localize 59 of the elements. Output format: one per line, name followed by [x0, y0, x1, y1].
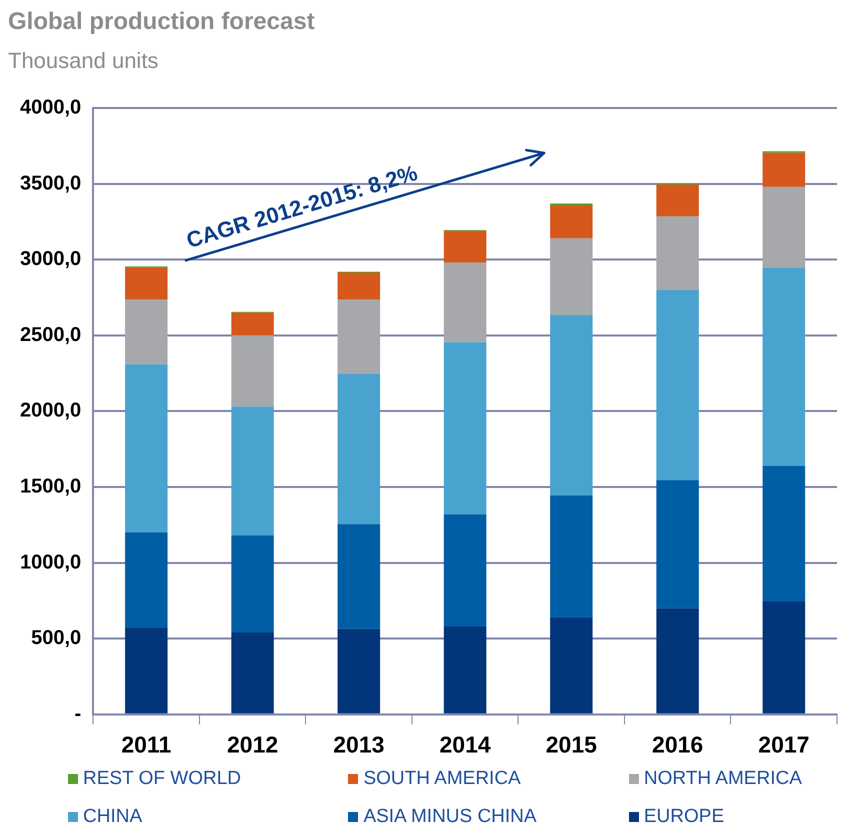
legend-label: EUROPE: [644, 806, 724, 828]
bar: [125, 364, 168, 532]
x-tick-label: 2014: [440, 732, 491, 758]
legend-label: SOUTH AMERICA: [363, 768, 521, 790]
bar: [338, 300, 380, 374]
bar: [231, 632, 274, 714]
x-tick-label: 2017: [758, 732, 810, 758]
legend-label: REST OF WORLD: [83, 768, 241, 790]
y-tick-label: 4000,0: [20, 96, 82, 119]
x-tick-label: 2016: [652, 732, 704, 758]
y-tick-label: 1000,0: [20, 551, 82, 574]
bar: [550, 314, 593, 496]
y-tick-label: 2000,0: [20, 400, 82, 422]
bar: [231, 536, 274, 633]
bar: [444, 514, 486, 626]
bar: [125, 628, 168, 714]
bar: [656, 216, 699, 290]
chart-subtitle: Thousand units: [8, 48, 160, 74]
y-tick-label: 500,0: [31, 627, 82, 650]
bar: [656, 608, 699, 714]
bar: [444, 230, 486, 263]
x-tick-label: 2011: [121, 732, 172, 758]
legend-label: CHINA: [83, 806, 142, 828]
bar: [656, 184, 699, 216]
bar: [762, 268, 806, 466]
bar: [231, 406, 274, 536]
bar: [550, 238, 593, 315]
bar: [550, 617, 593, 714]
y-tick-label: 3500,0: [20, 172, 82, 194]
bar: [550, 495, 593, 618]
bar: [338, 524, 380, 629]
bar: [444, 342, 486, 514]
bar: [231, 312, 274, 336]
x-tick-label: 2015: [546, 732, 598, 758]
x-tick-label: 2012: [226, 732, 278, 758]
bar: [231, 335, 274, 407]
bar: [338, 374, 380, 524]
y-tick-label: -: [74, 702, 82, 725]
x-tick-label: 2013: [333, 732, 384, 758]
bar: [550, 205, 593, 238]
bar: [125, 267, 168, 300]
legend-label: NORTH AMERICA: [644, 768, 802, 790]
bar: [762, 152, 806, 187]
bar: [656, 480, 699, 608]
bar: [125, 532, 168, 628]
bar: [338, 628, 380, 714]
y-tick-label: 2500,0: [20, 324, 82, 346]
bar: [338, 272, 380, 300]
bar: [444, 262, 486, 342]
chart-title: Global production forecast: [8, 8, 316, 36]
bar: [762, 186, 806, 268]
y-tick-label: 1500,0: [20, 476, 82, 498]
bar: [125, 300, 168, 364]
bar: [444, 626, 486, 714]
y-tick-label: 3000,0: [20, 248, 82, 270]
bar: [762, 601, 806, 714]
bar: [762, 466, 806, 602]
bar: [656, 290, 699, 480]
legend-label: ASIA MINUS CHINA: [363, 806, 537, 828]
